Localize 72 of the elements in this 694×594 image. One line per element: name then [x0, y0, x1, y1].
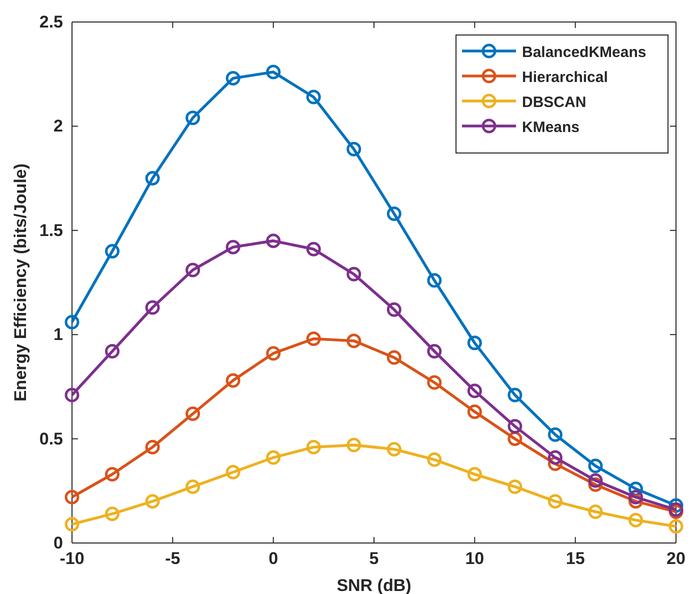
point — [386, 350, 402, 365]
y-tick-label: 0.5 — [39, 429, 63, 448]
point — [226, 240, 240, 254]
point — [548, 427, 562, 442]
legend-label: BalancedKMeans — [522, 44, 646, 61]
legend-label: KMeans — [522, 119, 580, 136]
point — [386, 442, 402, 456]
point — [467, 404, 482, 419]
point — [467, 336, 482, 350]
point — [467, 384, 482, 398]
point — [226, 464, 240, 480]
point — [226, 71, 240, 86]
point — [508, 419, 522, 434]
x-tick-label: 20 — [666, 549, 686, 568]
point — [427, 344, 442, 359]
point — [427, 452, 442, 467]
point — [145, 171, 160, 186]
point — [266, 450, 281, 465]
point — [226, 373, 240, 388]
x-tick-label: 5 — [369, 549, 379, 568]
point — [427, 273, 442, 288]
y-tick-label: 2.5 — [39, 12, 63, 32]
point — [186, 262, 200, 278]
point — [266, 234, 281, 248]
point — [306, 440, 321, 454]
point — [668, 519, 684, 534]
point — [386, 302, 402, 317]
x-tick-label: -5 — [165, 549, 180, 568]
point — [64, 314, 80, 330]
point — [628, 490, 643, 504]
point — [346, 334, 362, 348]
point — [186, 479, 200, 494]
point — [427, 375, 442, 390]
point — [186, 110, 200, 126]
legend-label: Hierarchical — [522, 69, 608, 86]
point — [266, 64, 281, 80]
x-tick-label: 0 — [268, 549, 278, 568]
point — [508, 479, 522, 494]
point — [306, 90, 321, 104]
point — [105, 344, 120, 359]
x-tick-label: 15 — [566, 549, 585, 568]
y-tick-label: 2 — [54, 116, 63, 136]
y-tick-label: 1 — [54, 325, 63, 344]
point — [64, 490, 80, 504]
point — [64, 516, 80, 532]
x-tick-label: 10 — [465, 549, 484, 568]
point — [105, 244, 120, 258]
point — [186, 406, 200, 422]
point — [64, 388, 80, 402]
point — [346, 438, 362, 452]
point — [105, 466, 120, 482]
point — [145, 494, 160, 509]
point — [588, 473, 603, 488]
point — [145, 300, 160, 315]
legend-label: DBSCAN — [522, 94, 586, 111]
point — [306, 242, 321, 256]
point — [266, 346, 281, 361]
point — [346, 266, 362, 282]
point — [346, 142, 362, 156]
point — [588, 504, 603, 519]
point — [105, 506, 120, 522]
point — [386, 206, 402, 221]
y-axis-title: Energy Efficiency (bits/Joule) — [11, 163, 30, 402]
point — [548, 450, 562, 465]
point — [548, 494, 562, 509]
point — [467, 466, 482, 482]
point — [508, 388, 522, 402]
y-tick-label: 1.5 — [39, 220, 63, 240]
point — [145, 440, 160, 454]
point — [588, 458, 603, 474]
point — [628, 512, 643, 528]
point — [306, 332, 321, 346]
